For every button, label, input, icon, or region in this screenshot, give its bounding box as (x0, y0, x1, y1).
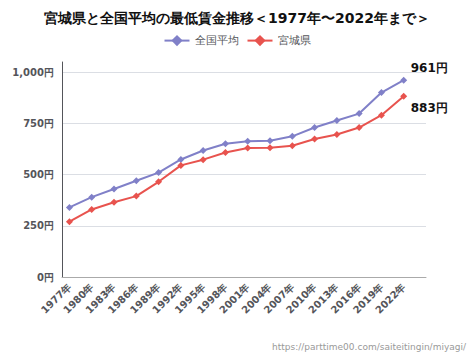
svg-text:250円: 250円 (23, 220, 54, 231)
svg-text:2007年: 2007年 (261, 281, 297, 316)
svg-text:1977年: 1977年 (38, 281, 74, 316)
svg-text:2016年: 2016年 (328, 281, 363, 316)
svg-text:2001年: 2001年 (217, 281, 252, 316)
svg-text:1980年: 1980年 (61, 281, 96, 316)
svg-text:2010年: 2010年 (284, 281, 319, 316)
svg-text:https://parttime00.com/saiteit: https://parttime00.com/saiteitingin/miya… (272, 342, 467, 352)
svg-text:全国平均: 全国平均 (195, 34, 239, 47)
svg-text:883円: 883円 (411, 101, 448, 115)
svg-text:2022年: 2022年 (373, 281, 408, 316)
svg-text:2004年: 2004年 (239, 281, 274, 316)
svg-text:1986年: 1986年 (105, 281, 141, 316)
svg-text:宮城県: 宮城県 (278, 34, 311, 47)
svg-text:1992年: 1992年 (150, 281, 185, 316)
svg-text:1983年: 1983年 (83, 281, 118, 316)
svg-text:2013年: 2013年 (306, 281, 341, 316)
svg-text:2019年: 2019年 (350, 281, 386, 316)
svg-text:1998年: 1998年 (194, 281, 230, 316)
svg-text:961円: 961円 (411, 61, 448, 75)
svg-text:1995年: 1995年 (172, 281, 207, 316)
svg-text:750円: 750円 (23, 118, 54, 129)
svg-text:1,000円: 1,000円 (12, 67, 54, 78)
svg-text:500円: 500円 (23, 169, 54, 180)
svg-text:宮城県と全国平均の最低賃金推移＜1977年〜2022年まで＞: 宮城県と全国平均の最低賃金推移＜1977年〜2022年まで＞ (44, 10, 430, 26)
svg-text:0円: 0円 (37, 272, 54, 283)
svg-text:1989年: 1989年 (128, 281, 163, 316)
